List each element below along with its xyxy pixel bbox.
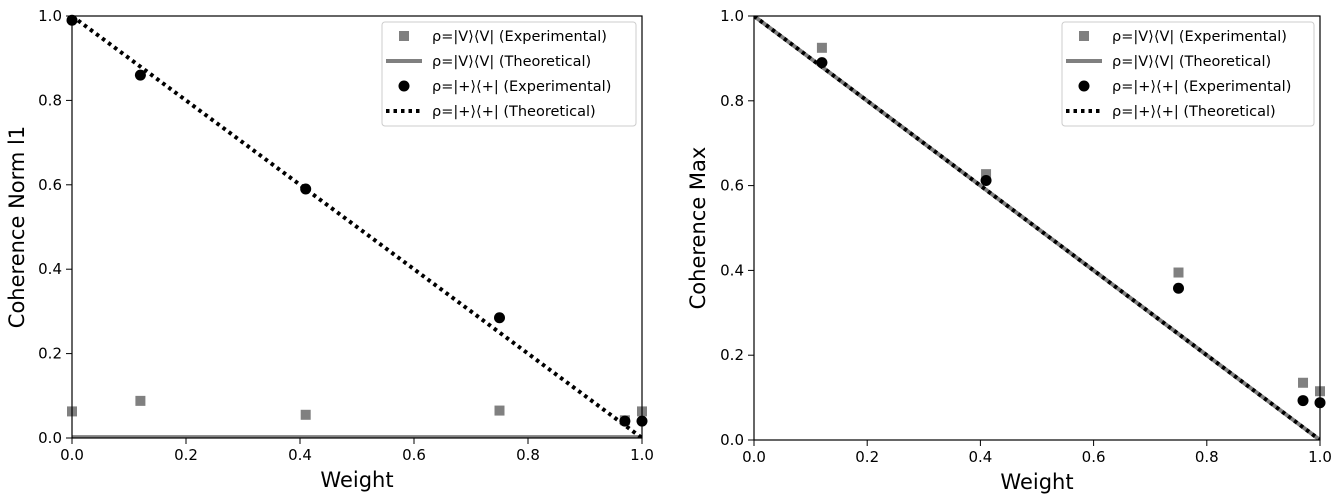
y-tick-label: 1.0 — [38, 7, 62, 25]
y-axis-label: Coherence Max — [686, 147, 710, 310]
x-tick-label: 0.6 — [402, 446, 426, 464]
legend-label: ρ=|V⟩⟨V| (Theoretical) — [1112, 54, 1271, 70]
legend: ρ=|V⟩⟨V| (Experimental) ρ=|V⟩⟨V| (Theoret… — [1061, 21, 1315, 127]
y-tick-label: 0.6 — [720, 177, 744, 195]
y-tick-label: 0.0 — [38, 429, 62, 447]
chart-panel-2: 0.0 0.2 0.4 0.6 0.8 1.0 0.0 0.2 0.4 0.6 0.8 1.0 Weig… — [686, 7, 1332, 494]
data-point-square — [981, 169, 992, 180]
x-axis-label: Weight — [1000, 470, 1073, 494]
legend-label: ρ=|V⟩⟨V| (Theoretical) — [432, 54, 591, 70]
x-tick-label: 1.0 — [1308, 448, 1332, 466]
legend-label: ρ=|V⟩⟨V| (Experimental) — [1112, 29, 1287, 45]
data-point-circle — [494, 312, 505, 324]
x-tick-label: 0.2 — [855, 448, 879, 466]
chart-panel-1: 0.0 0.2 0.4 0.6 0.8 1.0 0.0 0.2 0.4 0.6 0.8 1.0 Weig… — [5, 7, 654, 492]
data-point-square — [494, 405, 505, 416]
y-tick-label: 0.4 — [38, 260, 62, 278]
legend-marker-circle — [1078, 80, 1090, 92]
data-point-square — [300, 409, 311, 420]
y-tick-label: 0.8 — [38, 91, 62, 109]
data-point-square — [816, 42, 827, 53]
data-point-square — [1298, 377, 1309, 388]
legend-marker-square — [399, 31, 409, 41]
data-point-circle — [1297, 395, 1309, 407]
legend-label: ρ=|+⟩⟨+| (Theoretical) — [432, 104, 596, 120]
y-tick-label: 0.4 — [720, 261, 744, 279]
data-point-circle — [300, 183, 312, 195]
legend-box — [1061, 21, 1315, 127]
legend-label: ρ=|+⟩⟨+| (Theoretical) — [1112, 104, 1276, 120]
data-point-circle — [134, 69, 146, 81]
axes-frame — [753, 15, 1321, 441]
y-tick-label: 0.8 — [720, 92, 744, 110]
x-tick-label: 0.8 — [1195, 448, 1219, 466]
series-line-4 — [72, 16, 642, 438]
x-tick-label: 0.6 — [1082, 448, 1106, 466]
data-point-square — [1173, 267, 1184, 278]
legend-marker-circle — [398, 80, 410, 92]
y-tick-label: 0.2 — [720, 346, 744, 364]
legend: ρ=|V⟩⟨V| (Experimental) ρ=|V⟩⟨V| (Theoret… — [381, 21, 637, 127]
axes-frame — [71, 15, 643, 439]
y-tick-label: 0.0 — [720, 431, 744, 449]
plot-area — [72, 16, 642, 438]
legend-label: ρ=|+⟩⟨+| (Experimental) — [1112, 79, 1291, 95]
x-tick-label: 0.0 — [60, 446, 84, 464]
x-axis-label: Weight — [320, 468, 393, 492]
y-tick-label: 0.2 — [38, 345, 62, 363]
data-point-square — [135, 395, 146, 406]
x-tick-label: 0.2 — [174, 446, 198, 464]
plot-area — [754, 16, 1320, 440]
x-tick-label: 0.8 — [516, 446, 540, 464]
x-tick-label: 0.0 — [742, 448, 766, 466]
legend-marker-square — [1079, 31, 1089, 41]
legend-label: ρ=|+⟩⟨+| (Experimental) — [432, 79, 611, 95]
y-axis-label: Coherence Norm l1 — [5, 126, 29, 328]
legend-box — [381, 21, 637, 127]
x-tick-label: 0.4 — [968, 448, 992, 466]
y-tick-label: 0.6 — [38, 176, 62, 194]
x-tick-label: 0.4 — [288, 446, 312, 464]
data-point-circle — [816, 57, 828, 69]
data-point-circle — [619, 415, 631, 427]
y-tick-label: 1.0 — [720, 7, 744, 25]
x-tick-label: 1.0 — [630, 446, 654, 464]
data-point-circle — [1173, 282, 1184, 294]
legend-label: ρ=|V⟩⟨V| (Experimental) — [432, 29, 607, 45]
data-point-circle — [980, 175, 992, 187]
series-line-4 — [754, 16, 1320, 440]
